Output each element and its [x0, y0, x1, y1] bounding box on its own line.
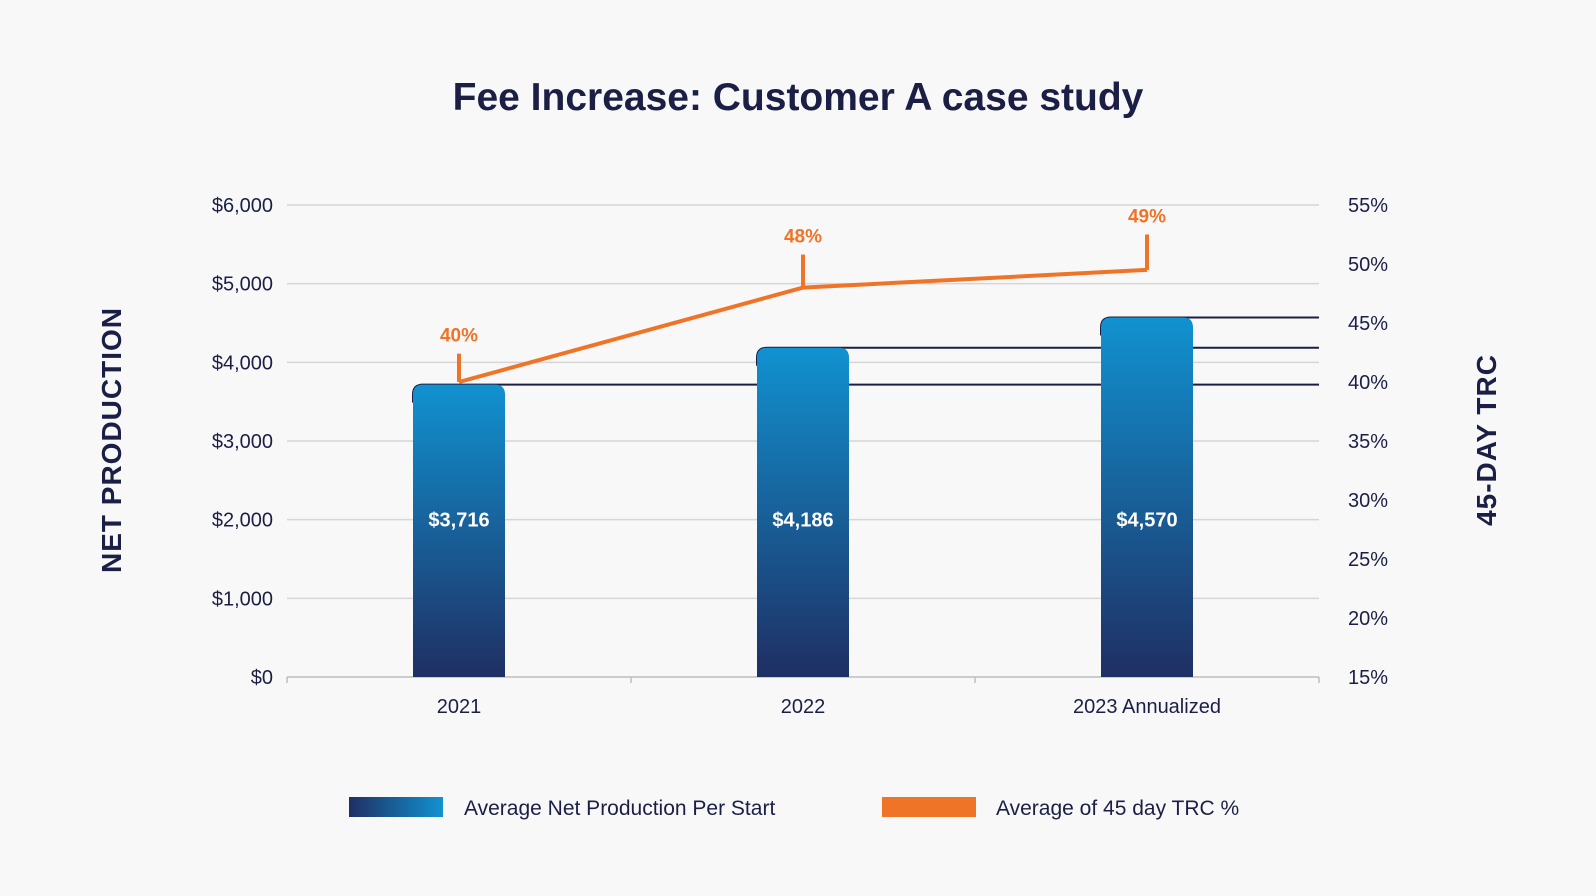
- chart-title: Fee Increase: Customer A case study: [453, 76, 1144, 119]
- y2-tick-label: 35%: [1348, 431, 1388, 453]
- category-label: 2022: [781, 696, 826, 718]
- category-label: 2023 Annualized: [1073, 696, 1221, 718]
- bar: [413, 384, 505, 677]
- y2-tick-label: 20%: [1348, 608, 1388, 630]
- y2-tick-label: 25%: [1348, 549, 1388, 571]
- legend-label-line: Average of 45 day TRC %: [996, 797, 1239, 820]
- bar: [757, 347, 849, 677]
- trc-point-label: 40%: [440, 326, 478, 347]
- y2-tick-label: 50%: [1348, 254, 1388, 276]
- bar: [1101, 317, 1193, 677]
- y-tick-label: $1,000: [212, 588, 273, 610]
- bar-value-label: $3,716: [428, 510, 489, 532]
- bars: $3,716 $4,186 $4,570: [413, 317, 1193, 677]
- y2-tick-label: 40%: [1348, 372, 1388, 394]
- bar-value-label: $4,570: [1116, 510, 1177, 532]
- trc-line-series: 40% 48% 49%: [440, 207, 1166, 384]
- y-tick-label: $5,000: [212, 274, 273, 296]
- legend-swatch-bar: [349, 797, 443, 817]
- x-axis-labels: 2021 2022 2023 Annualized: [437, 696, 1221, 718]
- y2-axis-title: 45-DAY TRC: [1471, 354, 1502, 526]
- legend-item-trc: Average of 45 day TRC %: [882, 797, 1239, 820]
- trc-point-label: 48%: [784, 227, 822, 248]
- y-tick-label: $6,000: [212, 195, 273, 217]
- legend-swatch-line: [882, 797, 976, 817]
- legend: Average Net Production Per Start Average…: [349, 797, 1239, 820]
- y-axis-title: NET PRODUCTION: [96, 307, 127, 573]
- legend-item-net-production: Average Net Production Per Start: [349, 797, 775, 820]
- category-label: 2021: [437, 696, 482, 718]
- y2-tick-label: 55%: [1348, 195, 1388, 217]
- y2-tick-label: 30%: [1348, 490, 1388, 512]
- y-tick-label: $3,000: [212, 431, 273, 453]
- bar-value-label: $4,186: [772, 510, 833, 532]
- trc-point-label: 49%: [1128, 207, 1166, 228]
- legend-label-bar: Average Net Production Per Start: [464, 797, 775, 820]
- y-tick-label: $0: [251, 667, 273, 689]
- y2-tick-label: 15%: [1348, 667, 1388, 689]
- y-axis-ticks: $0 $1,000 $2,000 $3,000 $4,000 $5,000 $6,000: [212, 195, 273, 689]
- y2-axis-ticks: 15% 20% 25% 30% 35% 40% 45% 50% 55%: [1348, 195, 1388, 689]
- y-tick-label: $4,000: [212, 352, 273, 374]
- y-tick-label: $2,000: [212, 510, 273, 532]
- y2-tick-label: 45%: [1348, 313, 1388, 335]
